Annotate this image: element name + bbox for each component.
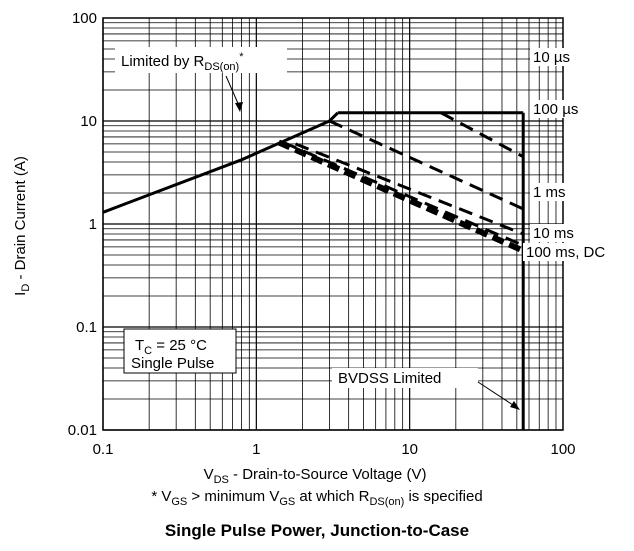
series-line-5 xyxy=(294,142,524,236)
y-tick-label: 0.1 xyxy=(76,319,97,336)
bvdss-arrow-head xyxy=(510,401,520,410)
rds-arrow-head xyxy=(235,102,243,112)
single-pulse-label: Single Pulse xyxy=(131,355,214,372)
series-line-4 xyxy=(328,119,524,211)
case-temp-label: TC = 25 °C xyxy=(135,337,207,357)
x-axis-title: VDS - Drain-to-Source Voltage (V) xyxy=(204,466,427,486)
x-tick-label: 0.1 xyxy=(93,441,114,458)
footnote: * VGS > minimum VGS at which RDS(on) is … xyxy=(151,488,483,508)
y-axis-title: ID - Drain Current (A) xyxy=(12,156,32,296)
series-line-7 xyxy=(277,139,525,254)
bvdss-arrow xyxy=(477,381,517,408)
grid-lines xyxy=(102,18,563,431)
curve-labels: 10 µs 100 µs 1 ms 10 ms 100 ms, DC xyxy=(523,48,633,261)
y-tick-label: 0.01 xyxy=(68,422,97,439)
label-100us: 100 µs xyxy=(533,101,578,118)
series-line-0 xyxy=(102,111,339,214)
label-100ms-dc: 100 ms, DC xyxy=(526,244,605,261)
x-tick-label: 10 xyxy=(401,441,418,458)
label-10ms: 10 ms xyxy=(533,225,574,242)
x-tick-label: 100 xyxy=(550,441,575,458)
x-tick-label: 1 xyxy=(252,441,260,458)
tick-labels: 0.1 1 10 100 0.01 0.1 1 10 100 xyxy=(68,10,576,458)
y-tick-label: 100 xyxy=(72,10,97,27)
series-line-3 xyxy=(440,111,524,159)
series-group xyxy=(102,111,525,430)
label-1ms: 1 ms xyxy=(533,184,566,201)
rds-arrow xyxy=(225,75,241,109)
bvdss-bg xyxy=(332,368,478,388)
y-tick-label: 1 xyxy=(89,216,97,233)
label-10us: 10 µs xyxy=(533,49,570,66)
bvdss-label: BVDSS Limited xyxy=(338,370,441,387)
rds-label-bg xyxy=(115,47,287,73)
chart-title: Single Pulse Power, Junction-to-Case xyxy=(164,521,470,540)
condition-box xyxy=(123,328,237,374)
rds-limit-label: Limited by RDS(on)* xyxy=(121,51,244,73)
y-tick-label: 10 xyxy=(80,113,97,130)
